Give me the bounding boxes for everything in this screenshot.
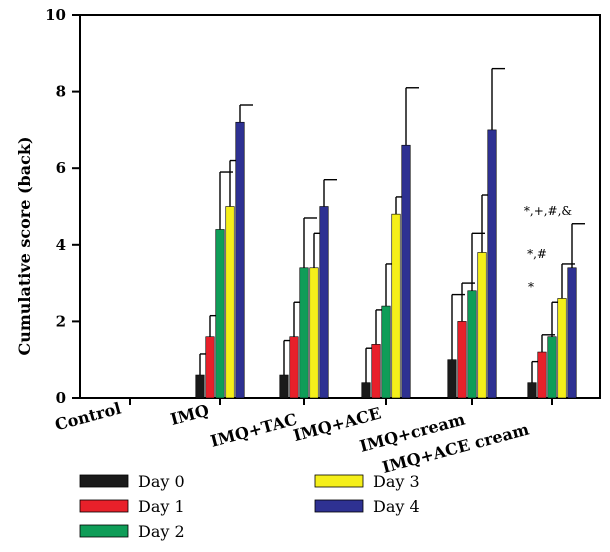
bar xyxy=(557,298,567,399)
bar xyxy=(391,213,401,399)
bar xyxy=(487,129,497,399)
y-tick-label: 8 xyxy=(56,83,66,101)
plot-area xyxy=(79,14,601,399)
bar xyxy=(371,344,381,399)
bar xyxy=(527,382,537,399)
bar xyxy=(457,321,467,399)
bar xyxy=(299,267,309,399)
legend-swatch xyxy=(314,474,364,488)
x-tick-label: IMQ+TAC xyxy=(208,410,299,451)
bar xyxy=(225,206,235,399)
bar xyxy=(567,267,577,399)
x-axis: Control IMQIMQ+TACIMQ+ACEIMQ+creamIMQ+ACE… xyxy=(53,398,553,477)
bar xyxy=(537,351,547,399)
y-tick-label: 6 xyxy=(56,159,66,177)
y-tick-label: 4 xyxy=(56,236,66,254)
bar xyxy=(289,336,299,399)
bar xyxy=(195,374,205,399)
bar xyxy=(309,267,319,399)
significance-annotation: *,# xyxy=(527,247,547,261)
significance-annotation: * xyxy=(528,280,534,294)
bar xyxy=(467,290,477,399)
legend-label: Day 2 xyxy=(138,522,185,541)
legend: Day 0 Day 1 Day 2 Day 3 Day 4 xyxy=(79,472,420,541)
legend-label: Day 4 xyxy=(373,497,420,516)
significance-annotation: *,+,#,& xyxy=(524,204,573,218)
x-tick-label: IMQ xyxy=(168,400,211,428)
bar xyxy=(547,336,557,399)
legend-swatch xyxy=(314,499,364,513)
bar xyxy=(447,359,457,399)
y-axis: 0 2 4 6 8 10 xyxy=(45,6,80,407)
plot-frame xyxy=(79,14,601,399)
y-tick-label: 10 xyxy=(45,6,66,24)
legend-swatch xyxy=(79,499,129,513)
bars xyxy=(195,67,585,399)
bar xyxy=(401,144,411,399)
bar xyxy=(205,336,215,399)
legend-label: Day 3 xyxy=(373,472,420,491)
y-tick-label: 2 xyxy=(56,312,66,330)
y-axis-label: Cumulative score (back) xyxy=(15,136,34,355)
bar xyxy=(361,382,371,399)
legend-label: Day 1 xyxy=(138,497,185,516)
bar xyxy=(279,374,289,399)
y-tick-label: 0 xyxy=(56,389,66,407)
bar xyxy=(477,252,487,399)
legend-label: Day 0 xyxy=(138,472,185,491)
legend-swatch xyxy=(79,474,129,488)
bar xyxy=(235,121,245,399)
bar xyxy=(381,305,391,399)
annotations: * *,# *,+,#,& xyxy=(524,204,573,294)
legend-swatch xyxy=(79,524,129,538)
bar xyxy=(319,206,329,399)
bar xyxy=(215,229,225,399)
